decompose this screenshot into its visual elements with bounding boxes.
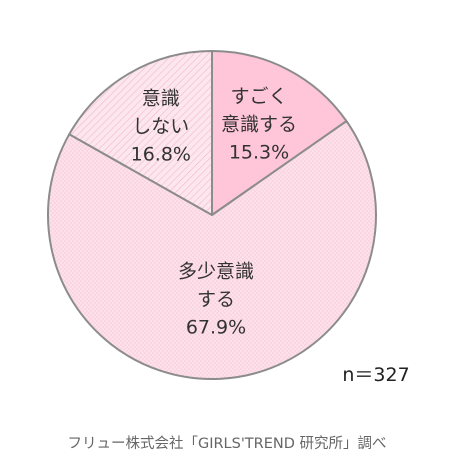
pie-slice-3 bbox=[68, 50, 213, 216]
sample-size-label: n＝327 bbox=[342, 364, 409, 386]
source-credit: フリュー株式会社「GIRLS'TREND 研究所」調べ bbox=[67, 435, 386, 452]
data-label-text: 多少意識 bbox=[178, 261, 254, 283]
data-label-text: すごく bbox=[231, 85, 288, 107]
data-label-value: 15.3% bbox=[229, 141, 289, 163]
pie-slice-1 bbox=[211, 50, 348, 216]
data-label-text: しない bbox=[132, 116, 189, 138]
data-label-value: 67.9% bbox=[186, 317, 246, 339]
data-label-value: 16.8% bbox=[131, 144, 191, 166]
data-label-text: 意識 bbox=[142, 88, 180, 110]
data-label-text: する bbox=[197, 289, 235, 311]
pie-slice-2 bbox=[47, 120, 377, 380]
data-label-text: 意識する bbox=[221, 113, 297, 135]
pie-slices bbox=[47, 50, 377, 380]
